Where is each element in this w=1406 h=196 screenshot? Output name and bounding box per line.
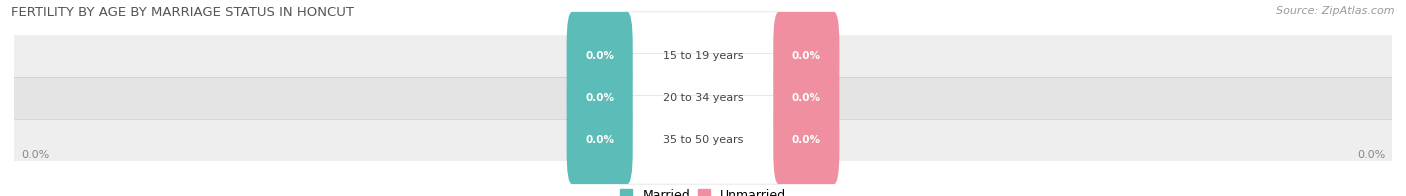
FancyBboxPatch shape [773,12,839,101]
Text: 0.0%: 0.0% [585,93,614,103]
Text: 0.0%: 0.0% [21,150,49,160]
Legend: Married, Unmarried: Married, Unmarried [620,189,786,196]
Text: FERTILITY BY AGE BY MARRIAGE STATUS IN HONCUT: FERTILITY BY AGE BY MARRIAGE STATUS IN H… [11,6,354,19]
FancyBboxPatch shape [773,54,839,142]
FancyBboxPatch shape [14,119,1392,161]
FancyBboxPatch shape [14,77,1392,119]
Text: 15 to 19 years: 15 to 19 years [662,51,744,61]
FancyBboxPatch shape [567,54,633,142]
Text: Source: ZipAtlas.com: Source: ZipAtlas.com [1277,6,1395,16]
FancyBboxPatch shape [621,12,785,101]
Text: 20 to 34 years: 20 to 34 years [662,93,744,103]
Text: 0.0%: 0.0% [792,135,821,145]
FancyBboxPatch shape [621,95,785,184]
FancyBboxPatch shape [773,95,839,184]
FancyBboxPatch shape [621,54,785,142]
Text: 0.0%: 0.0% [792,93,821,103]
FancyBboxPatch shape [567,12,633,101]
Text: 0.0%: 0.0% [1357,150,1385,160]
FancyBboxPatch shape [567,95,633,184]
FancyBboxPatch shape [14,35,1392,77]
Text: 35 to 50 years: 35 to 50 years [662,135,744,145]
Text: 0.0%: 0.0% [792,51,821,61]
Text: 0.0%: 0.0% [585,135,614,145]
Text: 0.0%: 0.0% [585,51,614,61]
